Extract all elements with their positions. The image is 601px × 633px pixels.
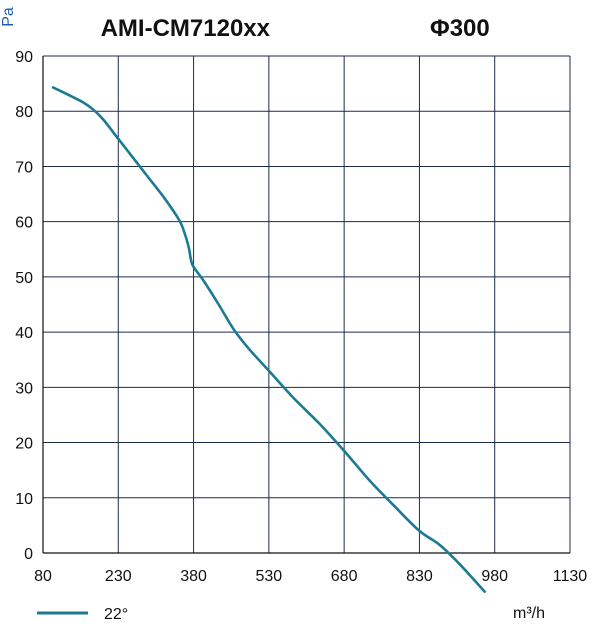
x-tick-label-230: 230	[105, 568, 132, 585]
y-tick-label-70: 70	[15, 159, 33, 176]
x-tick-label-1130: 1130	[553, 568, 588, 585]
y-tick-label-20: 20	[15, 436, 33, 453]
y-tick-label-50: 50	[15, 270, 33, 287]
y-tick-label-90: 90	[15, 49, 33, 66]
y-axis-label: Pa	[0, 7, 17, 27]
grid	[43, 55, 571, 553]
legend: 22°	[37, 606, 128, 623]
y-tick-label-40: 40	[15, 325, 33, 342]
x-tick-label-830: 830	[406, 568, 433, 585]
chart-subtitle: Φ300	[430, 15, 490, 42]
x-tick-label-380: 380	[180, 568, 207, 585]
x-tick-label-530: 530	[256, 568, 283, 585]
y-tick-label-30: 30	[15, 380, 33, 397]
x-axis-label: m³/h	[513, 605, 545, 622]
x-tick-label-680: 680	[331, 568, 358, 585]
x-tick-label-980: 980	[481, 568, 508, 585]
chart-title: AMI-CM7120xx	[101, 15, 271, 42]
series-layer	[51, 86, 486, 593]
x-tick-label-80: 80	[34, 568, 52, 585]
y-tick-label-80: 80	[15, 104, 33, 121]
y-tick-label-10: 10	[15, 491, 33, 508]
legend-label: 22°	[104, 606, 128, 623]
series-line-0	[51, 86, 486, 593]
axes: 80 230 380 530 680 830 980 1130 0 10 20 30 40 50 60 70 8…	[15, 49, 587, 585]
y-tick-label-60: 60	[15, 215, 33, 232]
y-tick-label-0: 0	[24, 546, 33, 563]
